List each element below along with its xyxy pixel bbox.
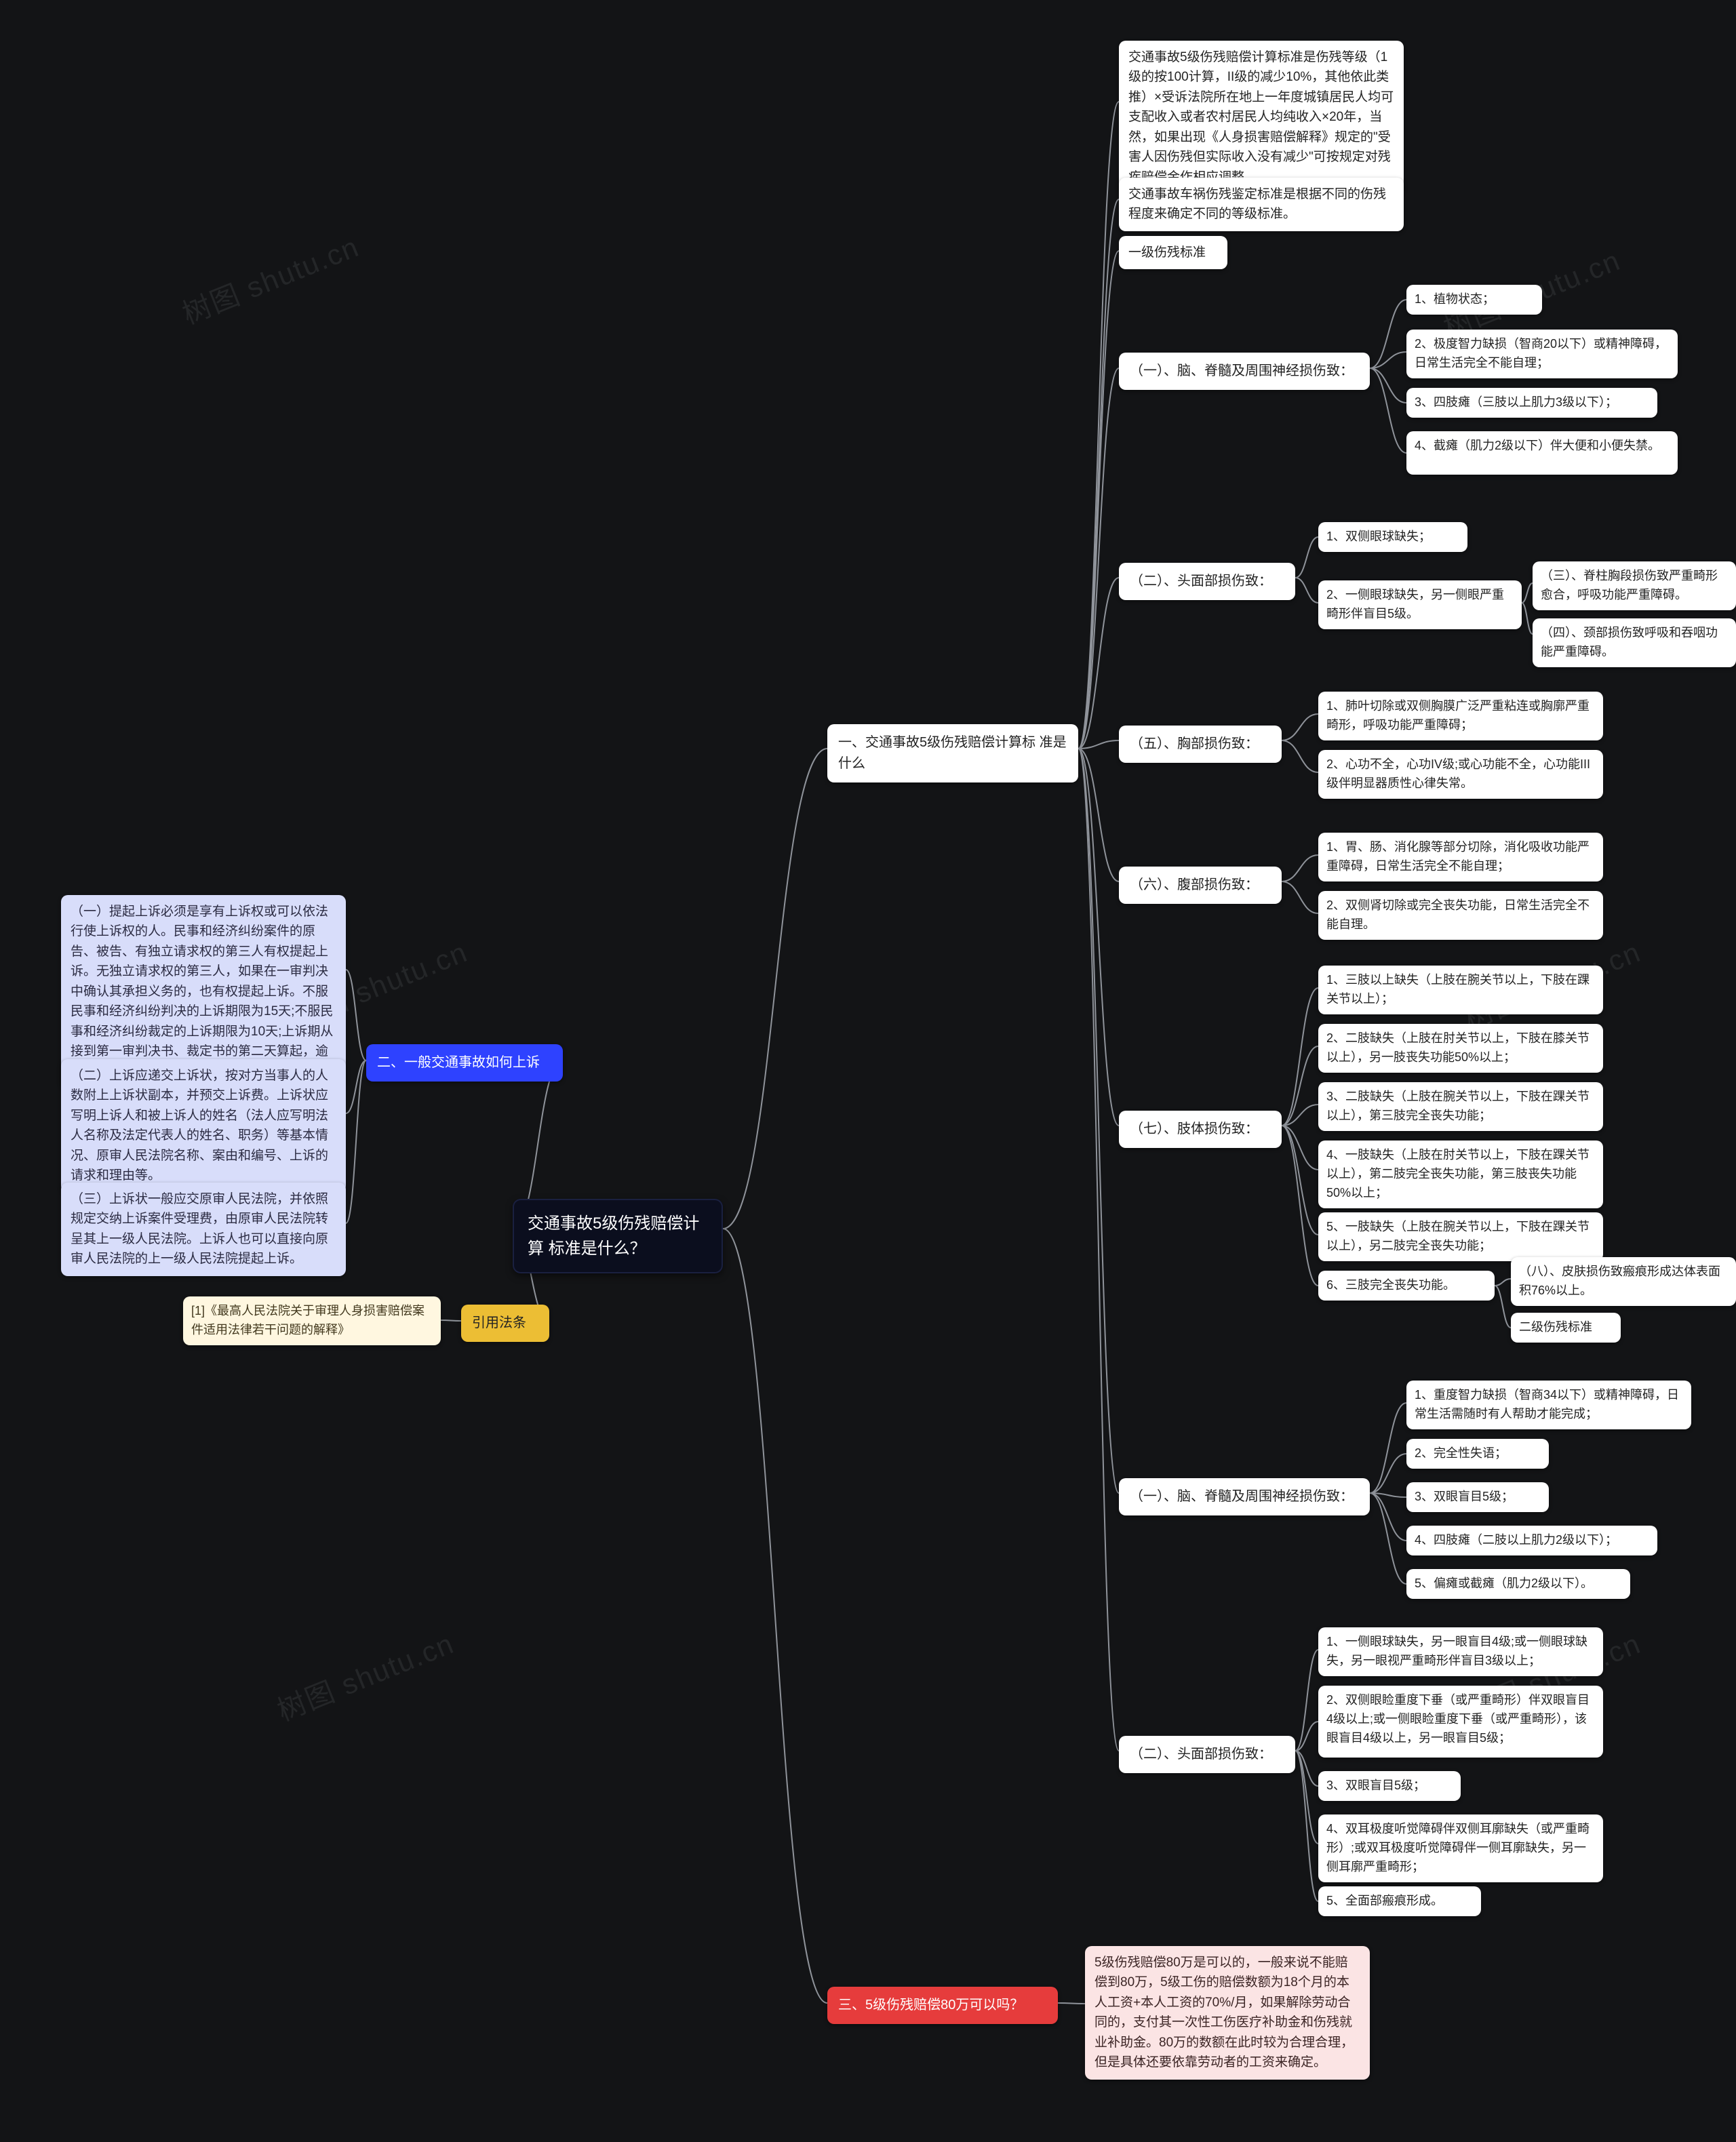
mindmap-node: 三、5级伤残赔偿80万可以吗？	[827, 1987, 1058, 2024]
mindmap-node: 2、二肢缺失（上肢在肘关节以上，下肢在膝关节以上），另一肢丧失功能50%以上；	[1318, 1024, 1603, 1073]
edge	[1282, 1105, 1318, 1126]
mindmap-node: 2、双侧眼睑重度下垂（或严重畸形）伴双眼盲目4级以上;或一侧眼睑重度下垂（或严重…	[1318, 1686, 1603, 1758]
edge	[723, 749, 827, 1229]
mindmap-node: （五）、胸部损伤致：	[1119, 726, 1282, 763]
edge	[1295, 1650, 1318, 1751]
edge	[1282, 1126, 1318, 1235]
edge	[1295, 1751, 1318, 1786]
edge	[1522, 603, 1533, 634]
edge	[1370, 1454, 1406, 1493]
mindmap-node: 1、双侧眼球缺失；	[1318, 522, 1467, 552]
watermark: 树图 shutu.cn	[271, 1621, 460, 1729]
mindmap-node: 交通事故5级伤残赔偿计算标准是伤残等级（1级的按100计算，II级的减少10%，…	[1119, 41, 1404, 194]
mindmap-node: 3、四肢瘫（三肢以上肌力3级以下）；	[1406, 388, 1657, 418]
edge	[723, 1229, 827, 2003]
edge	[1058, 2003, 1085, 2004]
mindmap-node: 3、双眼盲目5级；	[1406, 1482, 1549, 1512]
mindmap-node: 1、一侧眼球缺失，另一眼盲目4级;或一侧眼球缺失，另一眼视严重畸形伴盲目3级以上…	[1318, 1627, 1603, 1676]
edge	[1078, 102, 1119, 749]
edge	[441, 1320, 461, 1321]
mindmap-node: 1、肺叶切除或双侧胸膜广泛严重粘连或胸廓严重畸形，呼吸功能严重障碍；	[1318, 692, 1603, 740]
mindmap-node: 2、极度智力缺损（智商20以下）或精神障碍，日常生活完全不能自理；	[1406, 330, 1678, 378]
mindmap-node: 4、四肢瘫（二肢以上肌力2级以下）；	[1406, 1526, 1657, 1555]
mindmap-node: 1、胃、肠、消化腺等部分切除，消化吸收功能严重障碍，日常生活完全不能自理；	[1318, 833, 1603, 881]
mindmap-node: 1、三肢以上缺失（上肢在腕关节以上，下肢在踝关节以上）；	[1318, 966, 1603, 1014]
edge	[1078, 740, 1119, 749]
mindmap-node: （七）、肢体损伤致：	[1119, 1111, 1282, 1148]
edge	[1370, 368, 1406, 453]
mindmap-node: 交通事故车祸伤残鉴定标准是根据不同的伤残程度来确定不同的等级标准。	[1119, 178, 1404, 231]
mindmap-node: 2、双侧肾切除或完全丧失功能，日常生活完全不能自理。	[1318, 891, 1603, 940]
mindmap-node: 2、心功不全，心功IV级;或心功能不全，心功能III级伴明显器质性心律失常。	[1318, 750, 1603, 799]
mindmap-node: （三）、脊柱胸段损伤致严重畸形愈合，呼吸功能严重障碍。	[1533, 561, 1736, 610]
mindmap-node: 二、一般交通事故如何上诉	[366, 1044, 563, 1082]
mindmap-node: （二）、头面部损伤致：	[1119, 1736, 1295, 1773]
mindmap-node: 5、偏瘫或截瘫（肌力2级以下）。	[1406, 1569, 1630, 1599]
edge	[1282, 714, 1318, 740]
mindmap-node: 6、三肢完全丧失功能。	[1318, 1271, 1495, 1301]
edge	[1370, 1403, 1406, 1493]
edge	[1078, 199, 1119, 749]
mindmap-node: 4、双耳极度听觉障碍伴双侧耳廓缺失（或严重畸形）;或双耳极度听觉障碍伴一侧耳廓缺…	[1318, 1814, 1603, 1882]
edge	[1078, 578, 1119, 749]
mindmap-node: 4、一肢缺失（上肢在肘关节以上，下肢在踝关节以上），第二肢完全丧失功能，第三肢丧…	[1318, 1141, 1603, 1208]
edge	[1078, 749, 1119, 881]
edge	[346, 1060, 366, 1113]
edge	[1282, 881, 1318, 913]
mindmap-node: （三）上诉状一般应交原审人民法院，并依照规定交纳上诉案件受理费，由原审人民法院转…	[61, 1183, 346, 1276]
mindmap-node: （二）上诉应递交上诉状，按对方当事人的人数附上上诉状副本，并预交上诉费。上诉状应…	[61, 1059, 346, 1193]
edge	[1282, 740, 1318, 772]
edge	[1370, 368, 1406, 403]
mindmap-node: 3、双眼盲目5级；	[1318, 1771, 1461, 1801]
mindmap-node: 4、截瘫（肌力2级以下）伴大便和小便失禁。	[1406, 431, 1678, 475]
mindmap-node: 5、全面部瘢痕形成。	[1318, 1886, 1481, 1916]
edge	[1295, 578, 1318, 603]
edge	[1295, 1751, 1318, 1844]
mindmap-node: 5级伤残赔偿80万是可以的，一般来说不能赔偿到80万，5级工伤的赔偿数额为18个…	[1085, 1946, 1370, 2080]
mindmap-node: （四）、颈部损伤致呼吸和吞咽功能严重障碍。	[1533, 618, 1736, 667]
mindmap-node: [1]《最高人民法院关于审理人身损害赔偿案件适用法律若干问题的解释》	[183, 1296, 441, 1345]
mindmap-node: 3、二肢缺失（上肢在腕关节以上，下肢在踝关节以上），第三肢完全丧失功能；	[1318, 1082, 1603, 1131]
edge	[1282, 1126, 1318, 1286]
root-node: 交通事故5级伤残赔偿计算 标准是什么？	[513, 1199, 723, 1273]
edge	[1370, 1493, 1406, 1497]
edge	[1370, 300, 1406, 368]
mindmap-node: 5、一肢缺失（上肢在腕关节以上，下肢在踝关节以上），另二肢完全丧失功能；	[1318, 1212, 1603, 1261]
edge	[1370, 352, 1406, 368]
mindmap-node: （二）、头面部损伤致：	[1119, 563, 1295, 600]
edge	[1295, 1751, 1318, 1901]
mindmap-node: 一、交通事故5级伤残赔偿计算标 准是什么	[827, 724, 1078, 782]
edge	[1495, 1279, 1511, 1286]
mindmap-node: 一级伤残标准	[1119, 236, 1227, 269]
watermark: 树图 shutu.cn	[176, 224, 365, 332]
edge	[1295, 537, 1318, 578]
edge	[1295, 1722, 1318, 1751]
edge	[1078, 749, 1119, 1126]
edge	[1282, 855, 1318, 881]
edge	[1370, 1493, 1406, 1541]
edge	[346, 970, 366, 1060]
mindmap-node: 2、一侧眼球缺失，另一侧眼严重畸形伴盲目5级。	[1318, 580, 1522, 629]
mindmap-node: （八）、皮肤损伤致瘢痕形成达体表面积76%以上。	[1511, 1257, 1736, 1306]
edge	[1078, 368, 1119, 749]
edge	[1078, 749, 1119, 1493]
mindmap-node: 2、完全性失语；	[1406, 1439, 1549, 1469]
edge	[1282, 988, 1318, 1126]
edge	[1282, 1046, 1318, 1126]
mindmap-node: 1、重度智力缺损（智商34以下）或精神障碍，日常生活需随时有人帮助才能完成；	[1406, 1381, 1691, 1429]
edge	[346, 1060, 366, 1223]
mindmap-node: （六）、腹部损伤致：	[1119, 867, 1282, 904]
edge	[1370, 1493, 1406, 1584]
edge	[1522, 583, 1533, 603]
mindmap-node: （一）、脑、脊髓及周围神经损伤致：	[1119, 1478, 1370, 1515]
edge	[1495, 1286, 1511, 1328]
edge	[1282, 1126, 1318, 1170]
edge	[1078, 749, 1119, 1751]
mindmap-node: 1、植物状态；	[1406, 285, 1542, 315]
edge	[1078, 251, 1119, 749]
mindmap-node: 引用法条	[461, 1305, 549, 1342]
mindmap-node: （一）、脑、脊髓及周围神经损伤致：	[1119, 353, 1370, 390]
mindmap-node: 二级伤残标准	[1511, 1313, 1621, 1343]
